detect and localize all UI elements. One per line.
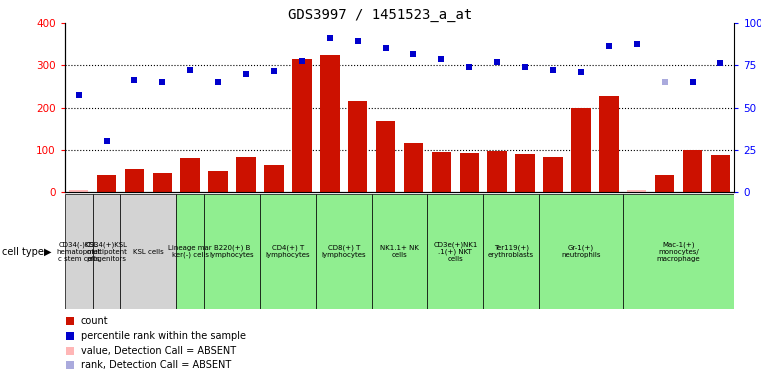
Text: CD4(+) T
lymphocytes: CD4(+) T lymphocytes (266, 245, 310, 258)
Bar (65, 194, 93, 309)
Bar (460, 153, 479, 192)
Bar (348, 101, 368, 192)
Bar (683, 150, 702, 192)
Bar (711, 155, 731, 192)
Bar (483, 194, 539, 309)
Bar (264, 165, 284, 192)
Bar (376, 121, 396, 192)
Bar (292, 59, 312, 192)
Text: count: count (81, 316, 108, 326)
Bar (428, 194, 483, 309)
Text: NK1.1+ NK
cells: NK1.1+ NK cells (380, 245, 419, 258)
Bar (153, 173, 172, 192)
Text: CD3e(+)NK1
.1(+) NKT
cells: CD3e(+)NK1 .1(+) NKT cells (433, 241, 477, 262)
Text: cell type: cell type (2, 247, 43, 257)
Bar (204, 194, 260, 309)
Text: percentile rank within the sample: percentile rank within the sample (81, 331, 246, 341)
Bar (97, 175, 116, 192)
Bar (371, 194, 428, 309)
Bar (180, 158, 200, 192)
Bar (488, 151, 507, 192)
Bar (120, 194, 177, 309)
Bar (320, 55, 339, 192)
Text: CD34(-)KSL
hematopoiet
c stem cells: CD34(-)KSL hematopoiet c stem cells (56, 241, 100, 262)
Text: CD8(+) T
lymphocytes: CD8(+) T lymphocytes (321, 245, 366, 258)
Bar (236, 157, 256, 192)
Text: Ter119(+)
erythroblasts: Ter119(+) erythroblasts (488, 245, 534, 258)
Bar (539, 194, 622, 309)
Text: Lineage mar
ker(-) cells: Lineage mar ker(-) cells (168, 245, 212, 258)
Bar (404, 144, 423, 192)
Bar (627, 190, 647, 192)
Text: Mac-1(+)
monocytes/
macrophage: Mac-1(+) monocytes/ macrophage (657, 241, 700, 262)
Bar (571, 108, 591, 192)
Text: B220(+) B
lymphocytes: B220(+) B lymphocytes (210, 245, 254, 258)
Bar (125, 169, 145, 192)
Text: CD34(+)KSL
multipotent
progenitors: CD34(+)KSL multipotent progenitors (85, 241, 128, 262)
Text: GDS3997 / 1451523_a_at: GDS3997 / 1451523_a_at (288, 8, 473, 22)
Bar (622, 194, 734, 309)
Text: value, Detection Call = ABSENT: value, Detection Call = ABSENT (81, 346, 236, 356)
Bar (209, 171, 228, 192)
Bar (515, 154, 535, 192)
Bar (431, 152, 451, 192)
Text: KSL cells: KSL cells (133, 248, 164, 255)
Bar (599, 96, 619, 192)
Bar (177, 194, 204, 309)
Text: Gr-1(+)
neutrophils: Gr-1(+) neutrophils (561, 245, 600, 258)
Text: rank, Detection Call = ABSENT: rank, Detection Call = ABSENT (81, 360, 231, 370)
Bar (316, 194, 371, 309)
Text: ▶: ▶ (44, 247, 52, 257)
Bar (93, 194, 120, 309)
Bar (654, 175, 674, 192)
Bar (260, 194, 316, 309)
Bar (69, 190, 88, 192)
Bar (543, 157, 563, 192)
